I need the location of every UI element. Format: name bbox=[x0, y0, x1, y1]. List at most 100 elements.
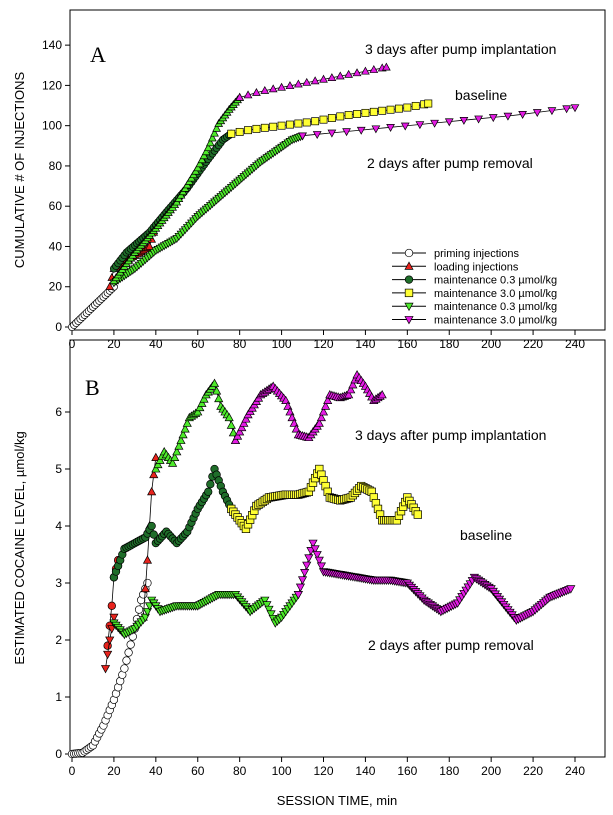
legend-marker bbox=[404, 316, 414, 325]
panel-b-series-7-point bbox=[228, 427, 238, 437]
panel-a-series-7-point bbox=[386, 124, 395, 132]
panel-b-xtick-label: 180 bbox=[439, 764, 459, 778]
panel-b-series-3-point bbox=[100, 665, 111, 674]
panel-b-series-8-point bbox=[230, 435, 241, 444]
panel-a-ytick-label: 0 bbox=[55, 320, 62, 334]
panel-a-series-6-point bbox=[352, 68, 362, 77]
panel-b-xtick-label: 240 bbox=[565, 764, 585, 778]
panel-b-series-8 bbox=[230, 370, 387, 444]
panel-b-series-8-point bbox=[316, 412, 326, 422]
panel-a-ytick-label: 40 bbox=[49, 239, 63, 253]
panel-a-series-7-point bbox=[547, 107, 557, 116]
legend-label: maintenance 3.0 µmol/kg bbox=[434, 288, 557, 300]
panel-a-series-5-point bbox=[203, 143, 213, 152]
panel-a-series-3-point bbox=[294, 119, 303, 128]
panel-a-series-3-point bbox=[311, 117, 320, 126]
panel-b-series-6-point bbox=[266, 610, 276, 619]
panel-b-ytick-label: 1 bbox=[55, 690, 62, 704]
panel-a-series-6-point bbox=[310, 76, 320, 85]
panel-b-series-7-point bbox=[172, 446, 182, 456]
panel-a-series-6-point bbox=[361, 66, 370, 75]
panel-b-series-7-point bbox=[224, 412, 234, 422]
panel-a-series-7-line bbox=[302, 107, 576, 137]
annot-a-removal: 2 days after pump removal bbox=[367, 155, 533, 171]
panel-b-xtick-label: 120 bbox=[313, 764, 333, 778]
panel-a-ytick-label: 60 bbox=[49, 199, 63, 213]
annot-a-implantation: 3 days after pump implantation bbox=[365, 41, 556, 57]
panel-a-ytick-label: 120 bbox=[42, 78, 62, 92]
panel-b-series-3-point bbox=[105, 636, 115, 645]
panel-a-series-3-point bbox=[260, 123, 269, 132]
panel-a-series-3-point bbox=[244, 126, 252, 135]
panel-a-series-3-point bbox=[361, 108, 370, 117]
panel-b-series-8-point bbox=[235, 427, 245, 436]
legend-label: maintenance 3.0 µmol/kg bbox=[434, 315, 557, 327]
panel-b-series-9-point bbox=[566, 585, 576, 594]
panel-b-xtick-label: 160 bbox=[397, 764, 417, 778]
panel-a-series-6-point bbox=[382, 62, 391, 71]
panel-b-series-0-point bbox=[122, 656, 131, 665]
panel-a-series-7 bbox=[298, 104, 580, 141]
panel-a-series-6-point bbox=[260, 85, 270, 94]
panel-a-xtick-label: 120 bbox=[313, 337, 333, 351]
panel-b-series-1-point bbox=[140, 583, 150, 593]
panel-b: 0 20 40 60 80 100 120 140 160 180 200 220 2400123456… bbox=[12, 339, 606, 808]
panel-b-ytick-label: 4 bbox=[55, 519, 62, 533]
panel-b-series-4 bbox=[109, 464, 236, 582]
legend-label: maintenance 0.3 µmol/kg bbox=[434, 275, 557, 287]
panel-a-series-5-point bbox=[208, 133, 217, 142]
panel-b-ytick-label: 3 bbox=[55, 576, 62, 590]
panel-b-series-9-point bbox=[297, 576, 308, 585]
panel-b-series-8-point bbox=[241, 414, 251, 423]
panel-b-xtick-label: 60 bbox=[191, 764, 205, 778]
panel-a-series-3-point bbox=[395, 104, 403, 113]
panel-a-series-5-point bbox=[197, 155, 207, 164]
panel-b-frame bbox=[69, 339, 606, 758]
panel-b-series-5 bbox=[227, 464, 422, 533]
panel-b-series-8-point bbox=[321, 401, 331, 410]
panel-b-series-7-point bbox=[153, 459, 163, 469]
panel-a-series-7-point bbox=[312, 131, 322, 140]
panel-b-series-7-point bbox=[182, 418, 192, 427]
legend-marker bbox=[404, 302, 414, 312]
panel-a-series-3-point bbox=[378, 106, 387, 115]
panel-a-series-7-point bbox=[459, 117, 469, 125]
panel-a-xtick-label: 0 bbox=[69, 337, 76, 351]
legend-entry: maintenance 3.0 µmol/kg bbox=[392, 288, 557, 300]
panel-b-series-9-point bbox=[308, 539, 318, 549]
panel-a-series-3-point bbox=[344, 111, 353, 120]
panel-b-series-9-point bbox=[300, 569, 310, 578]
panel-b-series-0-point bbox=[134, 605, 144, 614]
panel-a-series-7-point bbox=[371, 125, 381, 134]
panel-b-xtick-label: 0 bbox=[69, 764, 76, 778]
panel-b-series-7-point bbox=[209, 378, 220, 387]
panel-b-series-7-point bbox=[195, 402, 205, 412]
panel-b-series bbox=[67, 370, 576, 759]
panel-a-series-3-point bbox=[353, 110, 361, 118]
panel-b-series-9-point bbox=[302, 561, 312, 570]
panel-b-series-7-point bbox=[176, 435, 186, 444]
legend-label: loading injections bbox=[434, 261, 519, 273]
panel-b-series-8-point bbox=[237, 422, 247, 432]
panel-b-series-8-point bbox=[377, 389, 387, 399]
panel-a-series-3-point bbox=[411, 101, 420, 110]
panel-b-letter: B bbox=[85, 375, 100, 400]
panel-a-series-6-point bbox=[252, 87, 261, 96]
panel-a-series-7-point bbox=[503, 112, 513, 121]
panel-b-xtick-label: 140 bbox=[355, 764, 375, 778]
panel-b-series-6-point bbox=[264, 605, 274, 615]
panel-b-series-8-point bbox=[232, 431, 243, 440]
panel-b-xtick-label: 220 bbox=[523, 764, 543, 778]
annot-b-removal: 2 days after pump removal bbox=[368, 637, 534, 653]
panel-a-series-3-point bbox=[327, 114, 336, 122]
panel-b-series-8-point bbox=[323, 395, 333, 404]
panel-b-series-8-point bbox=[348, 380, 358, 389]
panel-b-series-8-point bbox=[314, 418, 324, 427]
legend-entry: maintenance 3.0 µmol/kg bbox=[392, 315, 557, 327]
panel-b-series-5-point bbox=[413, 510, 422, 519]
panel-a-ytick-label: 140 bbox=[42, 38, 62, 52]
panel-b-ylabel: ESTIMATED COCAINE LEVEL, µmol/kg bbox=[12, 431, 27, 664]
panel-b-series-7-point bbox=[178, 429, 188, 439]
